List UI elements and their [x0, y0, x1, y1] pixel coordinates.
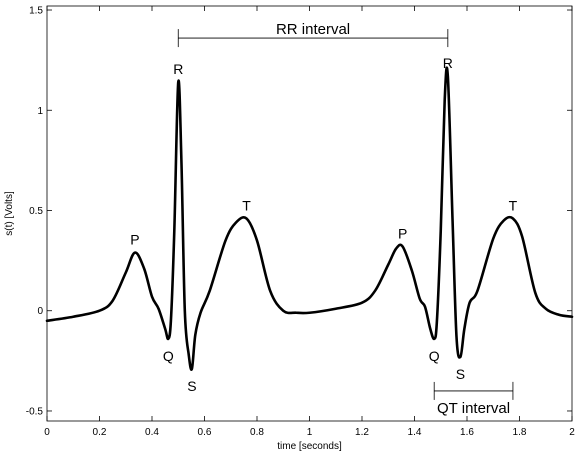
y-tick-label: 1 — [37, 106, 43, 117]
y-tick-label: 0 — [37, 306, 43, 317]
wave-label-s: S — [187, 378, 196, 394]
x-axis-label: time [seconds] — [277, 441, 342, 452]
annotation-layer: P Q R S T P Q R S T RR interval QT interval — [130, 21, 517, 417]
x-tick-label: 0 — [44, 427, 50, 438]
wave-label-t: T — [509, 198, 518, 214]
wave-label-r: R — [173, 61, 183, 77]
wave-label-p: P — [130, 232, 139, 248]
wave-label-q: Q — [429, 348, 440, 364]
wave-label-p: P — [398, 226, 407, 242]
qt-interval-label: QT interval — [437, 400, 510, 417]
y-tick-label: -0.5 — [26, 406, 44, 417]
x-tick-label: 1.2 — [355, 427, 369, 438]
x-tick-label: 0.2 — [93, 427, 107, 438]
x-tick-label: 0.8 — [250, 427, 264, 438]
x-tick-label: 1.4 — [408, 427, 422, 438]
x-tick-label: 0.6 — [198, 427, 212, 438]
wave-label-s: S — [456, 366, 465, 382]
y-tick-label: 1.5 — [29, 6, 43, 17]
x-tick-label: 1.8 — [513, 427, 527, 438]
series-layer — [45, 66, 574, 371]
ecg-series-line — [45, 66, 574, 371]
x-tick-label: 1.6 — [460, 427, 474, 438]
wave-label-q: Q — [163, 348, 174, 364]
x-tick-label: 0.4 — [145, 427, 159, 438]
x-tick-label: 2 — [569, 427, 575, 438]
x-tick-label: 1 — [307, 427, 313, 438]
y-axis-label: s(t) [Volts] — [4, 191, 15, 236]
rr-interval-label: RR interval — [276, 21, 350, 38]
y-tick-label: 0.5 — [29, 206, 43, 217]
wave-label-t: T — [242, 198, 251, 214]
axis-ticks: 0 0.2 0.4 0.6 0.8 1 1.2 1.4 1.6 1.8 2-0.500.511.5 — [26, 6, 575, 438]
wave-label-r: R — [443, 55, 453, 71]
